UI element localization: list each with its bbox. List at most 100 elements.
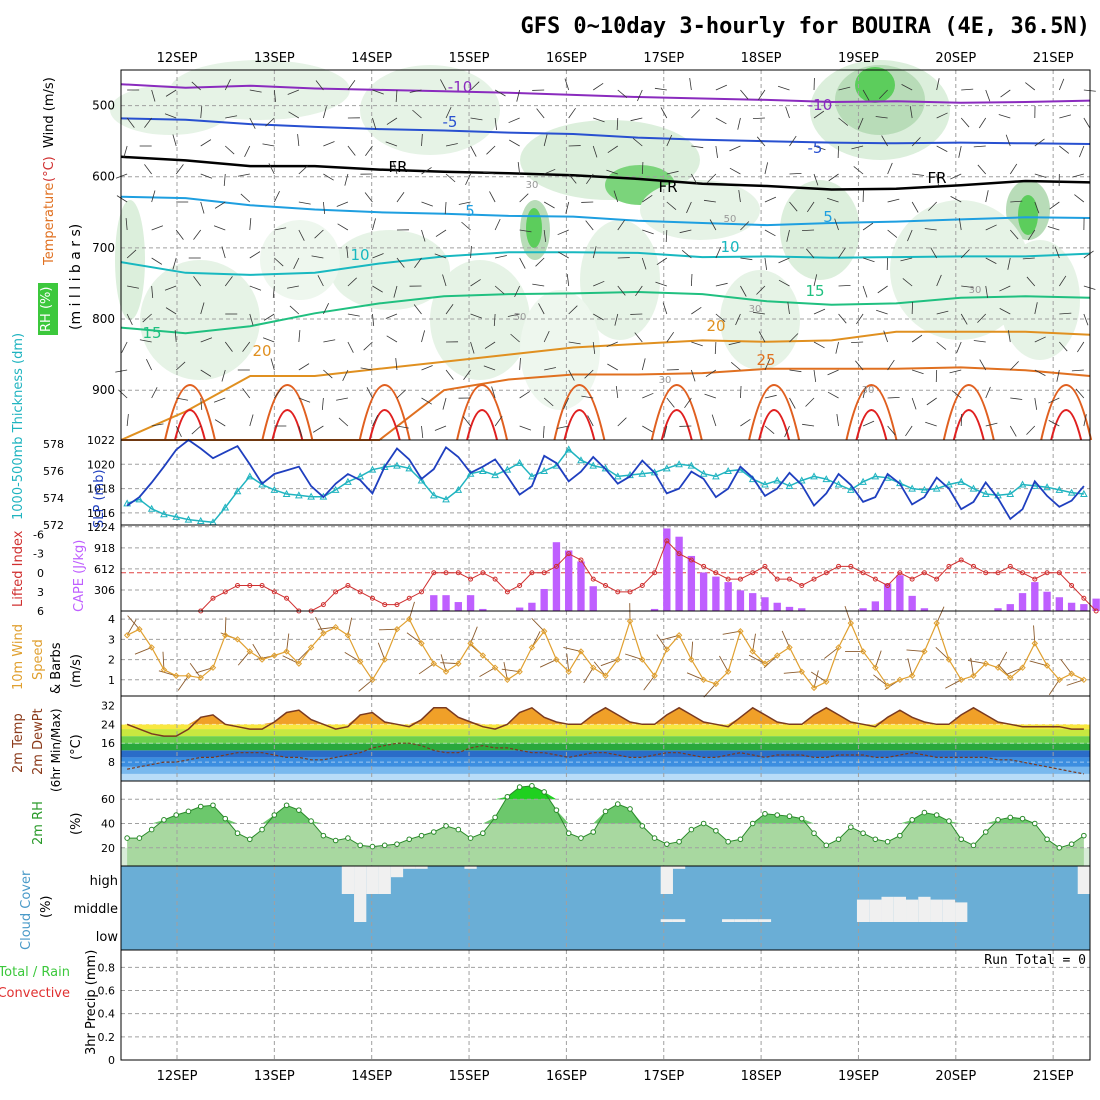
high-cloud-bar (341, 866, 355, 894)
thickness-point (1006, 489, 1015, 497)
wind-barb (1000, 89, 1011, 98)
temperature-legend-label: Temperature (42, 183, 57, 266)
wind-barb (764, 257, 768, 270)
wind-barb (372, 117, 377, 130)
cape-bar (430, 595, 438, 611)
wind-barb (679, 229, 692, 234)
rh2m-point (308, 818, 314, 824)
wind-barb (543, 397, 554, 407)
mid-cloud-bar (672, 919, 686, 922)
lifted-index-point (934, 576, 940, 582)
wind-barb (151, 190, 156, 203)
wind-barb (805, 397, 815, 407)
wind-barb (607, 363, 618, 371)
rh-shading (720, 270, 800, 370)
lifted-index-point (271, 589, 277, 595)
rh2m-point (946, 818, 952, 824)
wind-barb (912, 173, 925, 176)
wind10-barb (539, 659, 557, 668)
rh2m-point (884, 838, 891, 845)
wind-barb (249, 414, 254, 427)
hot-curve (368, 409, 401, 441)
isotherm-label: 15 (805, 282, 824, 300)
cape-bar (528, 602, 536, 611)
isotherm-label: FR (388, 158, 407, 176)
wind-barb (542, 425, 545, 438)
wind-barb (347, 145, 356, 156)
wind-barb (213, 225, 226, 231)
wind-barb (630, 117, 643, 122)
lifted-index-point (909, 576, 915, 582)
wind-barb (115, 173, 128, 179)
cape-bar (712, 576, 720, 611)
wind10-barb (945, 679, 962, 689)
thickness-point (380, 462, 389, 470)
wind-barb (372, 218, 376, 231)
wind-barb (494, 117, 497, 130)
thickness-point (172, 512, 181, 520)
rh-shading (115, 200, 145, 320)
isotherm-label: 15 (142, 324, 161, 342)
cape-axis-label: CAPE (J/kg) (72, 540, 87, 612)
wind-barb (740, 257, 753, 261)
cape-bar (908, 595, 916, 611)
wind-barb (1009, 163, 1018, 175)
wind10-barbs-label: & Barbs (49, 642, 64, 694)
hot-curve (758, 409, 791, 441)
mid-cloud-bar (942, 899, 956, 922)
rh2m-point (700, 820, 707, 827)
day-label-bottom: 12SEP (157, 1069, 198, 1084)
wind-barb (1034, 336, 1046, 343)
rh2m-point (872, 836, 879, 843)
wind-barb (813, 145, 826, 151)
wind-barb (666, 397, 675, 408)
wind-barb (224, 79, 231, 91)
temp2m-line (126, 706, 1084, 737)
thickness-tick-label: 578 (43, 438, 64, 451)
wind10-barb (810, 671, 827, 683)
thickness-point (147, 504, 156, 512)
cloud-unit-label: (%) (39, 896, 54, 919)
wind-barb (558, 251, 569, 259)
rh2m-point (553, 807, 560, 813)
wind-barb (323, 339, 336, 343)
wind10-barb (252, 643, 263, 660)
wind-barb (249, 251, 261, 259)
rh2m-point (590, 829, 597, 835)
wind-barb (660, 107, 668, 119)
wind-barb (912, 369, 924, 375)
wind-barb (756, 285, 766, 295)
rh2m-point (725, 838, 731, 845)
pressure-tick-label: 600 (92, 170, 115, 184)
wind10-point (565, 668, 572, 675)
lifted-index-point (553, 563, 559, 569)
wind-barb (519, 257, 526, 269)
mid-cloud-bar (869, 899, 882, 922)
lifted-index-point (369, 595, 375, 601)
lifted-index-point (823, 570, 829, 576)
wind-barb (445, 173, 456, 183)
wind-barb (883, 330, 888, 343)
wind-barb (1005, 134, 1011, 147)
wind-legend-label: Wind (m/s) (42, 77, 57, 148)
mid-cloud-bar (881, 896, 894, 922)
lifted-index-point (468, 576, 474, 582)
lifted-index-point (235, 583, 241, 589)
wind-barb (985, 89, 991, 102)
rh2m-point (982, 829, 989, 835)
wind-barb (393, 285, 398, 298)
wind-barb (1010, 397, 1023, 400)
rh-shading (430, 260, 530, 380)
wind-barb (691, 145, 704, 149)
wind-barb (813, 110, 825, 119)
lifted-index-point (284, 595, 290, 601)
wind-barb (200, 201, 205, 214)
precip-total-rain-label: Total / Rain (0, 965, 70, 980)
wind-barb (1034, 302, 1038, 315)
wind-barb (413, 304, 422, 315)
wind-barb (887, 425, 896, 436)
mid-cloud-bar (893, 896, 907, 922)
wind-barb (784, 425, 790, 438)
lifted-tick-label: 0 (37, 567, 44, 580)
wind-barb (421, 330, 426, 343)
